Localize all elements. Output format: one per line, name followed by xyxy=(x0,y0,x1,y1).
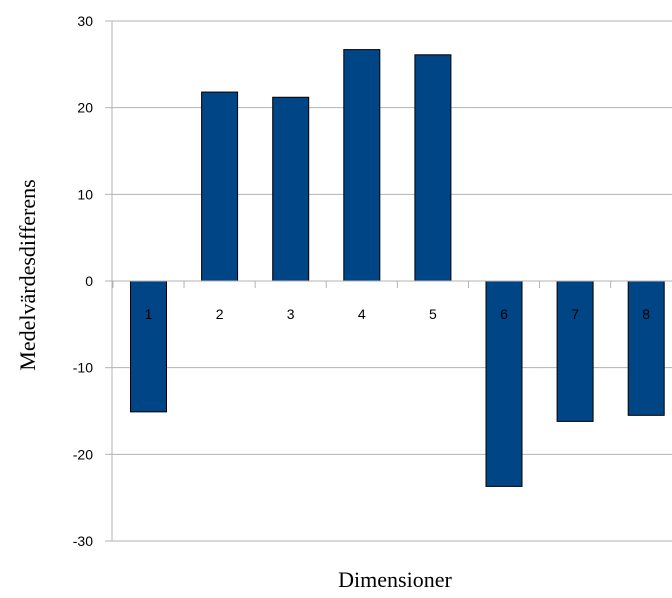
x-tick-label: 5 xyxy=(429,306,437,322)
y-tick-label: -10 xyxy=(73,360,93,376)
y-tick-label: 0 xyxy=(85,273,93,289)
bar xyxy=(414,54,452,282)
axes xyxy=(105,20,672,542)
x-tick-label: 1 xyxy=(145,306,153,322)
y-tick-label: 20 xyxy=(77,100,93,116)
y-tick-label: -20 xyxy=(73,446,93,462)
x-tick-labels: 1 2 3 4 5 6 7 8 xyxy=(145,306,651,322)
bar xyxy=(130,280,167,413)
bar xyxy=(627,280,665,416)
y-tick-label: 30 xyxy=(77,13,93,29)
y-axis-title: Medelvärdesdifferens xyxy=(15,179,40,370)
x-tick-label: 3 xyxy=(287,306,295,322)
bar xyxy=(485,280,523,487)
x-tick-label: 4 xyxy=(358,306,366,322)
bar xyxy=(201,91,239,282)
x-tick-label: 6 xyxy=(500,306,508,322)
bar xyxy=(556,280,594,422)
x-axis-title: Dimensioner xyxy=(338,567,452,592)
bar xyxy=(343,49,381,282)
y-tick-labels: -30 -20 -10 0 10 20 30 xyxy=(73,13,93,549)
x-tick-label: 8 xyxy=(642,306,650,322)
bars xyxy=(130,49,665,487)
bar xyxy=(272,96,310,282)
x-tick-label: 2 xyxy=(216,306,224,322)
y-tick-label: -30 xyxy=(73,533,93,549)
y-tick-label: 10 xyxy=(77,186,93,202)
x-tick-label: 7 xyxy=(571,306,579,322)
